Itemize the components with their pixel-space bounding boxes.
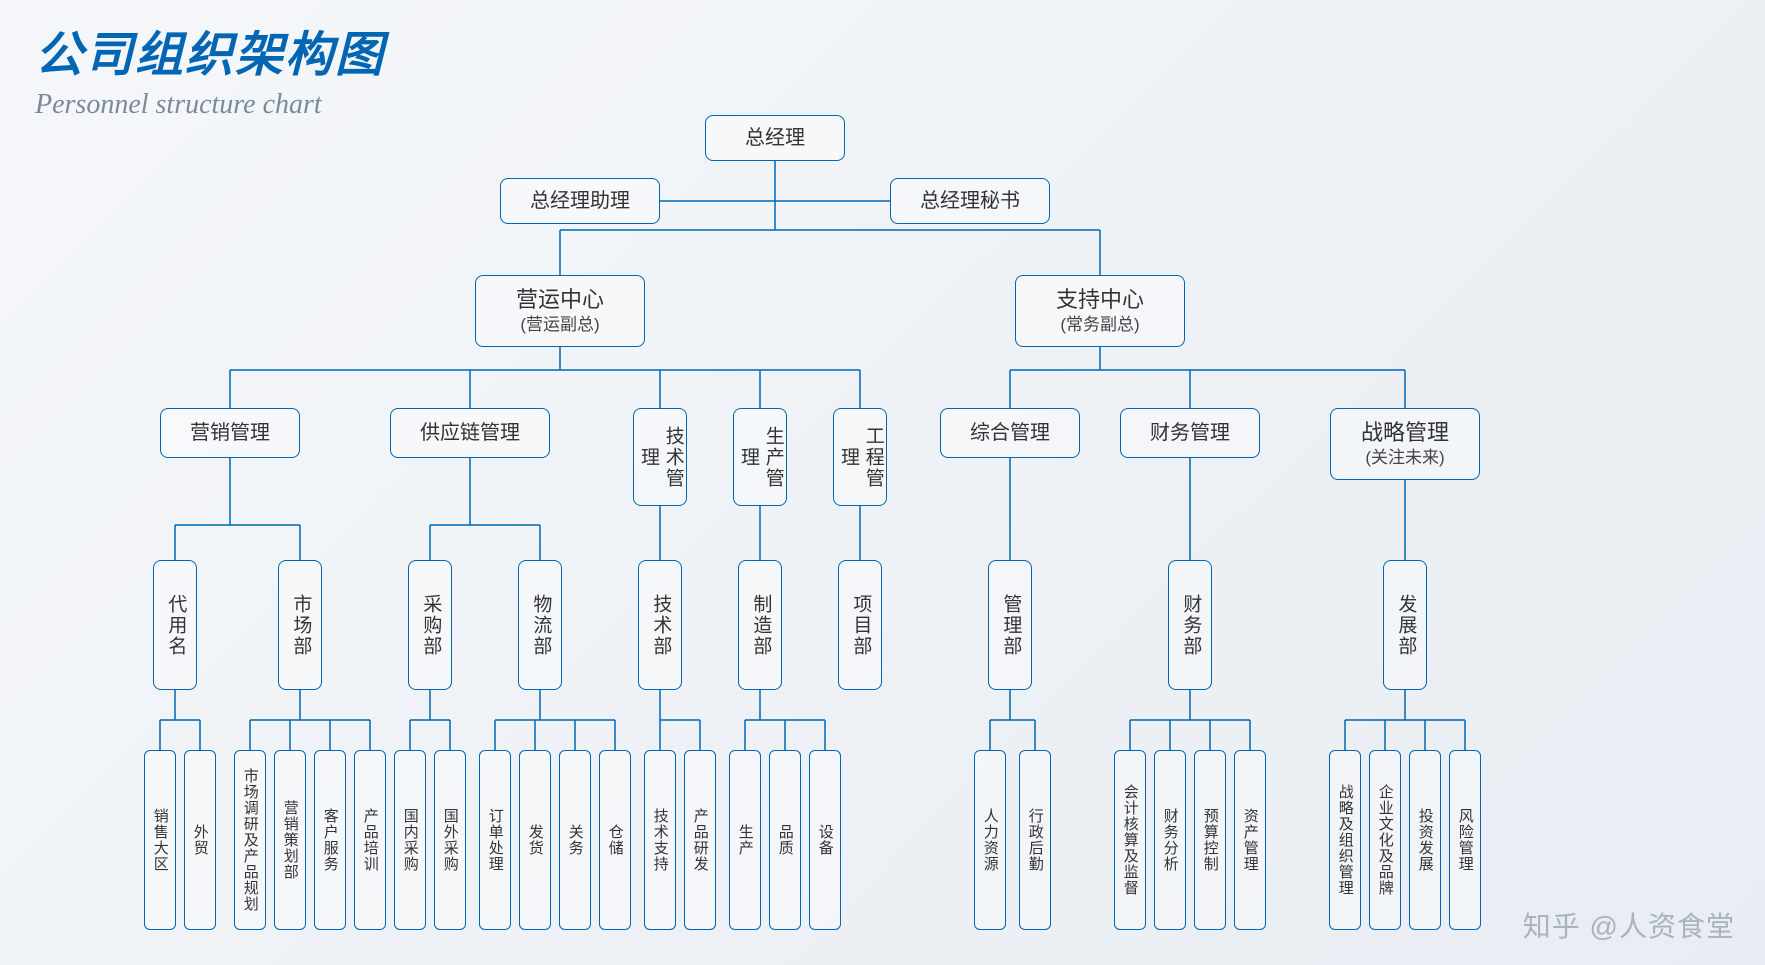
- node-dept-logistics: 物流部: [518, 560, 562, 690]
- watermark: 知乎 @人资食堂: [1523, 905, 1735, 945]
- leaf-cust-service: 客户服务: [314, 750, 346, 930]
- node-dept-project: 项目部: [838, 560, 882, 690]
- leaf-equipment: 设备: [809, 750, 841, 930]
- leaf-quality: 品质: [769, 750, 801, 930]
- node-dept-mfg: 制造部: [738, 560, 782, 690]
- node-tech-mgmt: 技术管理: [633, 408, 687, 506]
- leaf-prod-training: 产品培训: [354, 750, 386, 930]
- leaf-customs: 关务: [559, 750, 591, 930]
- leaf-budget-ctrl: 预算控制: [1194, 750, 1226, 930]
- leaf-warehouse: 仓储: [599, 750, 631, 930]
- leaf-sales-region: 销售大区: [144, 750, 176, 930]
- node-support-center: 支持中心(常务副总): [1015, 275, 1185, 347]
- leaf-dom-purchase: 国内采购: [394, 750, 426, 930]
- node-marketing-mgmt: 营销管理: [160, 408, 300, 458]
- node-prod-mgmt: 生产管理: [733, 408, 787, 506]
- node-dept-finance: 财务部: [1168, 560, 1212, 690]
- node-ceo: 总经理: [705, 115, 845, 161]
- leaf-hr: 人力资源: [974, 750, 1006, 930]
- node-finance-mgmt: 财务管理: [1120, 408, 1260, 458]
- node-strategy-mgmt: 战略管理(关注未来): [1330, 408, 1480, 480]
- leaf-accounting: 会计核算及监督: [1114, 750, 1146, 930]
- leaf-fin-analysis: 财务分析: [1154, 750, 1186, 930]
- leaf-order-proc: 订单处理: [479, 750, 511, 930]
- leaf-asset-mgmt: 资产管理: [1234, 750, 1266, 930]
- leaf-mkt-plan: 营销策划部: [274, 750, 306, 930]
- node-dept-dev: 发展部: [1383, 560, 1427, 690]
- node-assistant: 总经理助理: [500, 178, 660, 224]
- leaf-shipping: 发货: [519, 750, 551, 930]
- leaf-invest-dev: 投资发展: [1409, 750, 1441, 930]
- node-dept-admin: 管理部: [988, 560, 1032, 690]
- node-dept-daiyong: 代用名: [153, 560, 197, 690]
- node-secretary: 总经理秘书: [890, 178, 1050, 224]
- node-eng-mgmt: 工程管理: [833, 408, 887, 506]
- leaf-strat-org: 战略及组织管理: [1329, 750, 1361, 930]
- leaf-corp-culture: 企业文化及品牌: [1369, 750, 1401, 930]
- node-ops-center: 营运中心(营运副总): [475, 275, 645, 347]
- leaf-risk-mgmt: 风险管理: [1449, 750, 1481, 930]
- leaf-foreign-trade: 外贸: [184, 750, 216, 930]
- leaf-production: 生产: [729, 750, 761, 930]
- leaf-mkt-research: 市场调研及产品规划: [234, 750, 266, 930]
- node-supply-mgmt: 供应链管理: [390, 408, 550, 458]
- leaf-admin-logistics: 行政后勤: [1019, 750, 1051, 930]
- node-dept-tech: 技术部: [638, 560, 682, 690]
- node-general-mgmt: 综合管理: [940, 408, 1080, 458]
- node-dept-purchase: 采购部: [408, 560, 452, 690]
- leaf-prod-rd: 产品研发: [684, 750, 716, 930]
- node-dept-market: 市场部: [278, 560, 322, 690]
- leaf-intl-purchase: 国外采购: [434, 750, 466, 930]
- leaf-tech-support: 技术支持: [644, 750, 676, 930]
